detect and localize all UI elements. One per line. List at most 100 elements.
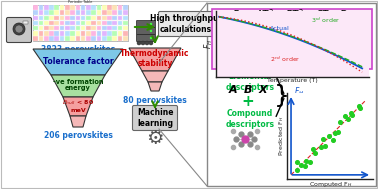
Bar [65, 36, 70, 41]
Bar [113, 36, 117, 41]
Bar [65, 26, 70, 30]
Circle shape [137, 41, 141, 45]
Polygon shape [63, 97, 93, 116]
Bar [33, 26, 38, 30]
Text: A: A [229, 85, 237, 95]
Text: $E_{hull}$ < 80
meV: $E_{hull}$ < 80 meV [62, 98, 94, 113]
Bar [86, 15, 91, 20]
Circle shape [150, 37, 152, 39]
Bar [97, 21, 101, 25]
X-axis label: Computed F$_H$: Computed F$_H$ [309, 180, 352, 189]
Bar [97, 31, 101, 36]
Bar [86, 10, 91, 15]
Bar [70, 15, 75, 20]
Polygon shape [129, 48, 181, 71]
Bar [44, 36, 48, 41]
Point [294, 161, 301, 164]
Point [335, 130, 341, 133]
Circle shape [15, 25, 23, 33]
Point [349, 113, 355, 116]
Bar [76, 31, 80, 36]
Bar [76, 21, 80, 25]
Text: Actual: Actual [270, 26, 290, 31]
Text: ⚙: ⚙ [146, 129, 164, 149]
FancyBboxPatch shape [158, 12, 214, 36]
Bar [91, 5, 96, 10]
Text: X: X [259, 85, 267, 95]
Point [321, 138, 327, 141]
Bar [54, 26, 59, 30]
Text: 3823 perovskites: 3823 perovskites [41, 45, 115, 54]
Bar [123, 31, 128, 36]
Bar [91, 36, 96, 41]
Bar [123, 26, 128, 30]
Bar [70, 36, 75, 41]
X-axis label: Temperature (T): Temperature (T) [267, 78, 318, 83]
Text: $F_H = AT^3+BT^2+CT+D$: $F_H = AT^3+BT^2+CT+D$ [232, 7, 349, 23]
Bar [65, 10, 70, 15]
Bar [76, 36, 80, 41]
Text: -ve formation
energy: -ve formation energy [53, 79, 103, 91]
Bar [97, 15, 101, 20]
Circle shape [13, 23, 25, 35]
Text: }: } [274, 84, 290, 108]
Bar [123, 36, 128, 41]
Bar [65, 21, 70, 25]
Bar [118, 10, 122, 15]
Bar [65, 15, 70, 20]
Point [302, 164, 308, 167]
Bar [49, 36, 54, 41]
Bar [123, 10, 128, 15]
Bar [97, 26, 101, 30]
Point [337, 120, 343, 123]
Bar [39, 21, 43, 25]
Bar [54, 5, 59, 10]
Bar [60, 10, 64, 15]
Bar [33, 5, 128, 41]
Bar [33, 15, 38, 20]
Bar [39, 10, 43, 15]
Bar [76, 15, 80, 20]
Polygon shape [70, 116, 86, 127]
Text: 2$^{nd}$ order: 2$^{nd}$ order [270, 55, 301, 64]
Bar [49, 31, 54, 36]
Circle shape [145, 41, 149, 45]
FancyBboxPatch shape [136, 20, 155, 28]
Bar [70, 26, 75, 30]
Bar [86, 31, 91, 36]
Bar [39, 5, 43, 10]
Bar [118, 5, 122, 10]
Y-axis label: Predicted F$_H$: Predicted F$_H$ [277, 115, 286, 156]
Bar [49, 26, 54, 30]
Point [356, 104, 362, 107]
Bar [60, 26, 64, 30]
Polygon shape [51, 75, 105, 97]
Point [326, 134, 332, 137]
Bar [54, 36, 59, 41]
Bar [44, 21, 48, 25]
Point [322, 144, 328, 147]
Bar [86, 5, 91, 10]
Bar [97, 5, 101, 10]
Bar [113, 15, 117, 20]
Bar [123, 5, 128, 10]
Bar [81, 5, 85, 10]
Bar [54, 31, 59, 36]
Text: 3$^{rd}$ order: 3$^{rd}$ order [311, 16, 341, 25]
Bar [44, 5, 48, 10]
Bar [49, 21, 54, 25]
Bar [33, 21, 38, 25]
Bar [113, 10, 117, 15]
Circle shape [149, 41, 153, 45]
Bar [70, 21, 75, 25]
Bar [102, 15, 107, 20]
Point [342, 114, 348, 117]
Point [318, 146, 324, 149]
Bar [33, 36, 38, 41]
Point [303, 159, 309, 162]
Bar [65, 5, 70, 10]
Bar [123, 21, 128, 25]
Bar [81, 26, 85, 30]
Bar [107, 5, 112, 10]
Text: Compound
descriptors: Compound descriptors [226, 109, 274, 129]
